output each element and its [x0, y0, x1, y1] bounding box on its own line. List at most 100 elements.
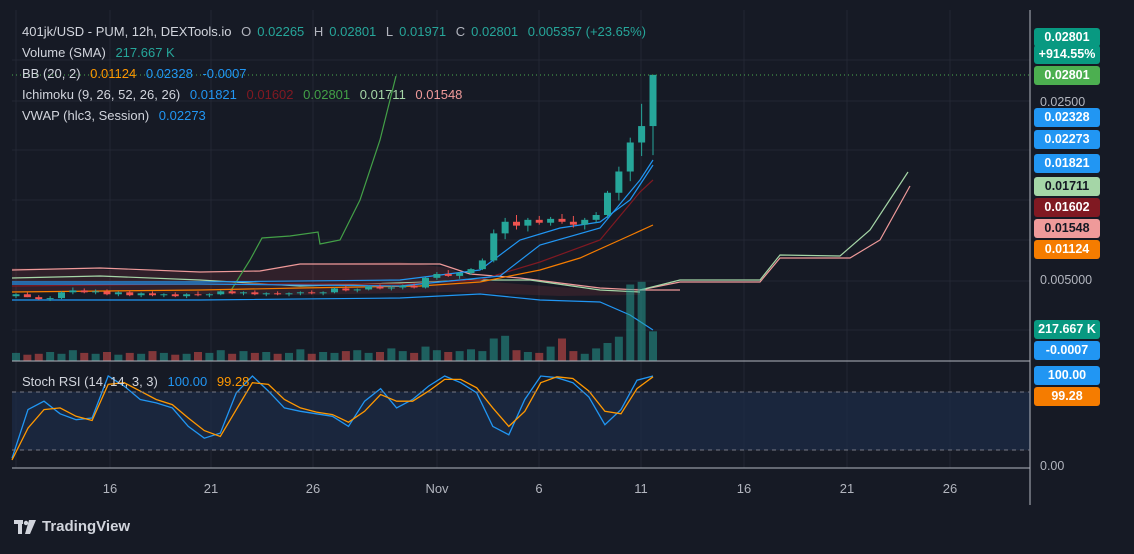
bb-value-2: 0.02328 — [145, 66, 193, 81]
price-tag: 217.667 K — [1034, 320, 1100, 339]
price-tag: 100.00 — [1034, 366, 1100, 385]
volume-bar — [387, 348, 396, 361]
candle — [581, 219, 589, 225]
price-tag: 0.01821 — [1034, 154, 1100, 173]
candle — [240, 292, 247, 294]
open-label: O — [241, 24, 252, 39]
candle — [228, 291, 236, 294]
volume-bar — [353, 350, 362, 361]
date-label: 26 — [942, 481, 958, 496]
candle — [69, 290, 77, 293]
open-value: 0.02265 — [257, 24, 305, 39]
volume-bar — [171, 354, 180, 361]
candle — [251, 292, 259, 295]
volume-bar — [137, 353, 146, 361]
date-label: 21 — [203, 481, 219, 496]
tenkan-line — [12, 159, 654, 287]
volume-bar — [148, 351, 157, 361]
candle — [126, 292, 134, 296]
volume-bar — [34, 353, 43, 361]
ichimoku-cloud — [12, 262, 640, 296]
candle — [160, 294, 168, 296]
candle — [365, 286, 373, 290]
volume-bar — [57, 353, 66, 361]
high-label: H — [313, 24, 324, 39]
volume-bar — [637, 281, 646, 361]
candle — [114, 292, 122, 295]
candle — [399, 285, 407, 288]
candle — [501, 221, 509, 234]
volume-bar — [216, 350, 225, 361]
volume-bar — [91, 353, 100, 361]
candle — [331, 288, 338, 293]
candle — [12, 294, 20, 297]
candle — [478, 260, 486, 270]
candle — [35, 297, 43, 300]
bb-legend[interactable]: BB (20, 2) 0.01124 0.02328 -0.0007 — [22, 66, 253, 81]
candle — [183, 294, 191, 297]
candle — [262, 293, 270, 295]
volume-bar — [478, 351, 487, 361]
vwap-label: VWAP (hlc3, Session) — [22, 108, 150, 123]
candle — [342, 288, 350, 291]
price-tag: 0.02801 — [1034, 28, 1100, 47]
volume-value: 217.667 K — [115, 45, 175, 60]
candle — [456, 273, 464, 276]
low-label: L — [385, 24, 394, 39]
volume-bar — [603, 343, 612, 361]
change-value: 0.005357 (+23.65%) — [527, 24, 646, 39]
date-label: 16 — [736, 481, 752, 496]
bb-label: BB (20, 2) — [22, 66, 81, 81]
volume-bar — [114, 354, 123, 361]
price-tick-0-005: 0.005000 — [1040, 273, 1093, 287]
bb-upper-line — [12, 164, 654, 283]
candle — [171, 294, 179, 297]
candle — [194, 294, 202, 296]
candle — [649, 74, 657, 127]
candle — [23, 294, 31, 298]
ichimoku-legend[interactable]: Ichimoku (9, 26, 52, 26, 26) 0.01821 0.0… — [22, 87, 468, 102]
volume-bar — [410, 352, 419, 361]
volume-bar — [364, 352, 373, 361]
candle — [149, 293, 156, 296]
stoch-tick-zero: 0.00 — [1040, 459, 1065, 473]
volume-bar — [569, 351, 578, 361]
volume-bar — [12, 352, 20, 361]
candle — [285, 293, 293, 295]
price-tag: 0.01124 — [1034, 240, 1100, 259]
price-tag: 0.01548 — [1034, 219, 1100, 238]
volume-bar — [285, 352, 293, 361]
volume-bar — [23, 354, 32, 361]
tradingview-logo[interactable]: TradingView — [14, 518, 130, 535]
low-value: 0.01971 — [399, 24, 447, 39]
price-tag: +914.55% — [1034, 45, 1100, 64]
candle — [558, 218, 566, 222]
stoch-k-value: 100.00 — [167, 374, 208, 389]
volume-label: Volume (SMA) — [22, 45, 106, 60]
volume-legend[interactable]: Volume (SMA) 217.667 K — [22, 45, 181, 60]
vwap-legend[interactable]: VWAP (hlc3, Session) 0.02273 — [22, 108, 212, 123]
date-label: 26 — [305, 481, 321, 496]
stoch-legend[interactable]: Stoch RSI (14, 14, 3, 3) 100.00 99.28 — [22, 374, 255, 389]
volume-bar — [250, 352, 259, 361]
volume-bar — [535, 352, 544, 361]
candle — [410, 285, 418, 288]
volume-bar — [262, 352, 271, 361]
candle — [433, 273, 441, 278]
volume-bar — [228, 353, 237, 361]
close-value: 0.02801 — [471, 24, 519, 39]
volume-bar — [421, 346, 430, 361]
candle — [422, 277, 429, 288]
price-tag: 0.01602 — [1034, 198, 1100, 217]
volume-bar — [80, 352, 89, 361]
volume-bar — [592, 348, 601, 361]
candle — [217, 291, 225, 295]
volume-bar — [398, 351, 407, 361]
volume-bar — [103, 352, 111, 361]
ichimoku-value-1: 0.01821 — [189, 87, 237, 102]
candle — [308, 292, 316, 294]
price-tick-0-025: 0.02500 — [1040, 95, 1086, 109]
candle — [547, 218, 555, 223]
